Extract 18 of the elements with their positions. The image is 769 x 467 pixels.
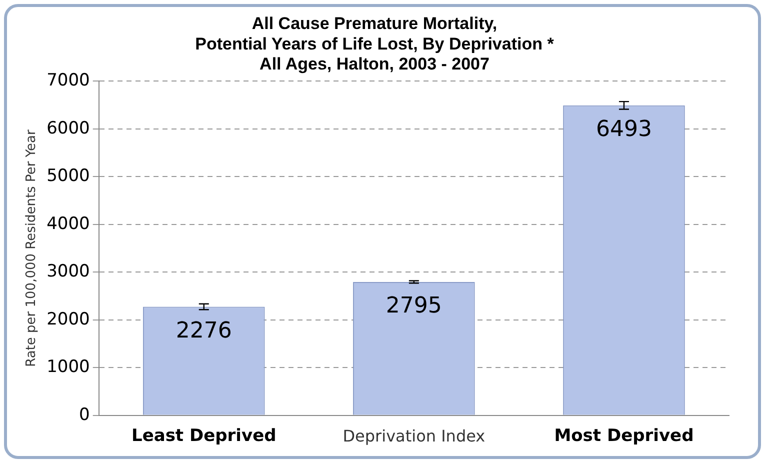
text: Potential Years of Life Lost, By Deprivation * [195,34,554,54]
y-tick-label: 0 [79,404,90,425]
x-tick-label: Least Deprived [131,426,276,446]
y-tick-label: 7000 [46,70,90,91]
x-tick-label: Most Deprived [554,426,694,446]
data-label: 6493 [596,117,652,142]
text: All Cause Premature Mortality, [252,14,498,33]
text: All Ages, Halton, 2003 - 2007 [260,54,490,74]
y-tick-label: 5000 [46,166,90,186]
y-tick-label: 4000 [46,214,90,234]
x-axis-title: Deprivation Index [342,426,486,446]
y-axis-title: Rate per 100,000 Residents Per Year [24,129,40,367]
data-label: 2795 [386,294,442,319]
y-tick-label: 3000 [46,262,90,282]
y-tick-label: 2000 [46,309,90,330]
data-label: 2276 [176,318,232,344]
y-tick-label: 1000 [46,357,90,378]
y-tick-label: 6000 [46,118,90,138]
